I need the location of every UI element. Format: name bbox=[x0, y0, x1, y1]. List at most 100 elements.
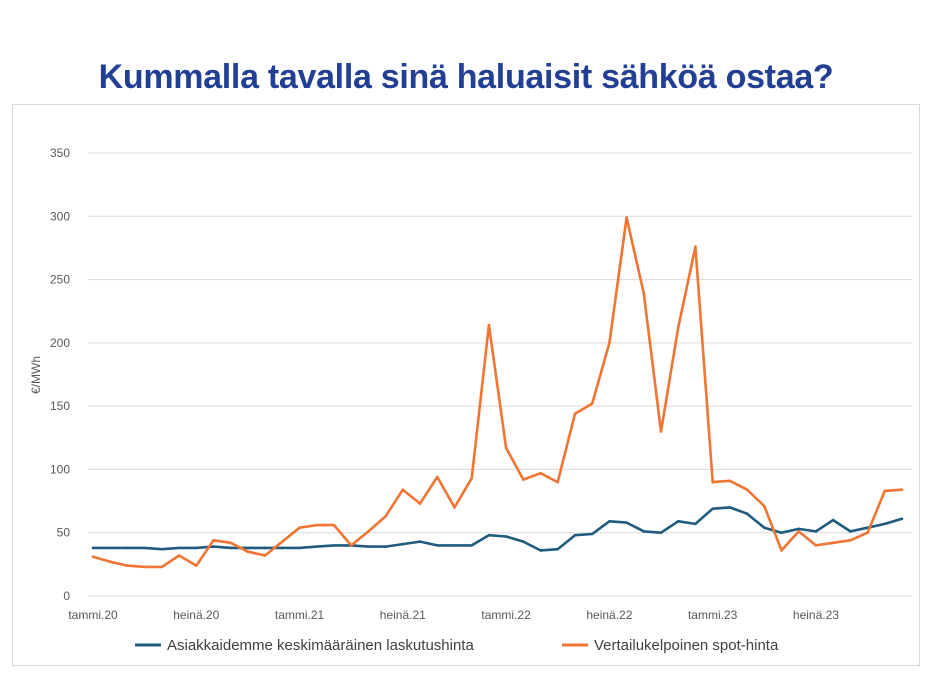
data-point bbox=[659, 531, 663, 535]
data-point bbox=[608, 520, 611, 523]
data-point bbox=[126, 564, 129, 567]
x-tick-label: tammi.20 bbox=[68, 608, 118, 622]
data-point bbox=[384, 545, 387, 548]
data-point bbox=[728, 506, 732, 509]
x-tick-label: tammi.22 bbox=[481, 608, 531, 622]
data-point bbox=[108, 546, 112, 550]
data-point bbox=[298, 526, 301, 529]
data-point bbox=[143, 565, 146, 569]
data-point bbox=[470, 476, 473, 480]
data-point bbox=[212, 545, 215, 548]
data-point bbox=[831, 518, 835, 522]
data-point bbox=[831, 541, 835, 545]
data-point bbox=[160, 547, 164, 551]
data-point bbox=[401, 542, 405, 546]
data-point bbox=[849, 530, 852, 533]
data-point bbox=[194, 546, 198, 550]
data-point bbox=[194, 564, 198, 567]
data-point bbox=[246, 550, 250, 553]
data-point bbox=[745, 488, 749, 491]
data-point bbox=[762, 504, 766, 508]
chart-frame bbox=[12, 104, 920, 666]
x-tick-label: heinä.20 bbox=[173, 608, 219, 622]
y-tick-label: 50 bbox=[57, 526, 71, 540]
data-point bbox=[91, 555, 95, 559]
legend-label: Vertailukelpoinen spot-hinta bbox=[594, 637, 779, 654]
data-point bbox=[263, 554, 267, 557]
data-point bbox=[522, 540, 525, 543]
data-point bbox=[676, 326, 680, 329]
data-point bbox=[556, 480, 560, 484]
data-point bbox=[883, 489, 887, 493]
y-tick-label: 250 bbox=[50, 273, 70, 287]
data-point bbox=[160, 565, 164, 569]
data-point bbox=[883, 522, 887, 526]
y-tick-label: 0 bbox=[63, 589, 70, 603]
x-tick-label: heinä.22 bbox=[586, 608, 632, 622]
data-point bbox=[659, 430, 663, 433]
data-point bbox=[487, 533, 491, 537]
data-point bbox=[590, 532, 594, 536]
x-tick-label: tammi.23 bbox=[688, 608, 738, 622]
data-point bbox=[590, 402, 594, 405]
data-point bbox=[367, 545, 370, 548]
data-point bbox=[281, 540, 284, 543]
data-point bbox=[349, 544, 353, 547]
data-point bbox=[401, 488, 405, 491]
data-point bbox=[418, 540, 422, 543]
data-point bbox=[435, 475, 439, 479]
y-tick-label: 350 bbox=[50, 146, 70, 160]
y-axis-ticks: 0 50 100 150 200 250 300 350 bbox=[50, 146, 70, 603]
data-point bbox=[814, 530, 818, 533]
data-point bbox=[453, 544, 456, 547]
data-point bbox=[539, 471, 542, 475]
data-point bbox=[487, 323, 491, 327]
data-point bbox=[849, 539, 852, 542]
y-tick-label: 200 bbox=[50, 336, 70, 350]
data-point bbox=[470, 544, 473, 547]
page-title: Kummalla tavalla sinä haluaisit sähköä o… bbox=[98, 58, 834, 96]
x-tick-label: tammi.21 bbox=[275, 608, 325, 622]
data-point bbox=[332, 523, 336, 527]
series-line-0 bbox=[93, 506, 903, 552]
data-point bbox=[298, 546, 301, 550]
data-point bbox=[91, 546, 95, 550]
data-point bbox=[177, 546, 181, 550]
legend-item-1: Vertailukelpoinen spot-hinta bbox=[562, 637, 779, 654]
data-point bbox=[435, 544, 439, 547]
legend-item-0: Asiakkaidemme keskimääräinen laskutushin… bbox=[135, 637, 474, 654]
data-point bbox=[745, 512, 749, 516]
data-point bbox=[177, 554, 181, 557]
series-line-1 bbox=[92, 216, 903, 569]
data-point bbox=[384, 514, 387, 518]
x-tick-label: heinä.23 bbox=[793, 608, 839, 622]
x-tick-label: heinä.21 bbox=[380, 608, 426, 622]
data-point bbox=[625, 216, 628, 219]
legend: Asiakkaidemme keskimääräinen laskutushin… bbox=[135, 637, 779, 654]
data-point bbox=[212, 539, 215, 542]
data-point bbox=[332, 544, 336, 547]
data-point bbox=[866, 531, 869, 535]
data-point bbox=[539, 549, 542, 552]
data-point bbox=[642, 530, 646, 533]
y-axis-label: €/MWh bbox=[29, 356, 43, 394]
data-point bbox=[229, 541, 233, 545]
data-point bbox=[814, 544, 818, 547]
data-point bbox=[762, 526, 766, 529]
y-tick-label: 150 bbox=[50, 399, 70, 413]
data-point bbox=[625, 521, 628, 524]
data-point bbox=[711, 480, 714, 484]
data-point bbox=[676, 520, 680, 523]
data-point bbox=[728, 479, 732, 483]
data-point bbox=[126, 546, 129, 550]
data-point bbox=[556, 547, 560, 551]
y-tick-label: 300 bbox=[50, 209, 70, 223]
data-point bbox=[797, 527, 801, 531]
data-point bbox=[246, 546, 250, 550]
data-point bbox=[573, 412, 577, 416]
data-point bbox=[900, 517, 904, 521]
data-point bbox=[642, 292, 646, 295]
data-point bbox=[315, 545, 319, 548]
data-point bbox=[453, 506, 456, 509]
